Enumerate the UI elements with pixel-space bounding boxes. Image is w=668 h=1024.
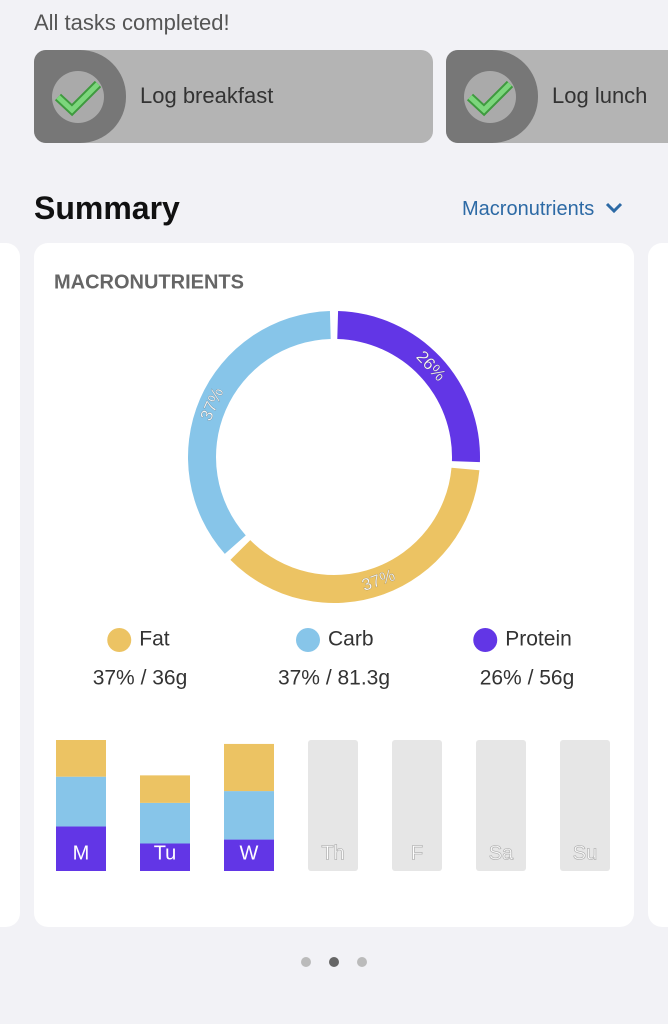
- legend-detail: 26% / 56g: [480, 667, 575, 690]
- page-dot[interactable]: [301, 957, 311, 967]
- bar-segment: [140, 843, 190, 871]
- task-knob: [446, 50, 538, 143]
- bar-segment: [224, 839, 274, 871]
- day-label: Th: [321, 842, 344, 864]
- page-dot[interactable]: [329, 957, 339, 967]
- day-label: Sa: [489, 842, 514, 864]
- task-knob: [34, 50, 126, 143]
- task-card[interactable]: Log breakfast: [34, 50, 433, 143]
- donut-segment: [230, 467, 480, 603]
- chart-title: MACRONUTRIENTS: [54, 271, 244, 293]
- summary-title: Summary: [34, 190, 180, 226]
- bar-segment: [224, 743, 274, 792]
- legend-label: Carb: [328, 628, 374, 651]
- bar-segment: [140, 775, 190, 803]
- check-icon: [464, 71, 516, 123]
- task-label: Log breakfast: [140, 83, 274, 108]
- bar-track: [560, 740, 610, 871]
- bar-segment: [56, 826, 106, 871]
- bar-segment: [140, 802, 190, 844]
- bar-track: [476, 740, 526, 871]
- donut-segment: [187, 311, 331, 554]
- day-label: Su: [573, 842, 597, 864]
- status-text: All tasks completed!: [34, 10, 230, 35]
- page-dot[interactable]: [357, 957, 367, 967]
- legend-label: Protein: [505, 628, 572, 651]
- task-card[interactable]: Log lunch: [446, 50, 668, 143]
- bar-track: [308, 740, 358, 871]
- task-label: Log lunch: [552, 83, 648, 108]
- day-label: W: [240, 842, 259, 864]
- legend-swatch: [473, 628, 498, 652]
- selector[interactable]: Macronutrients: [462, 198, 624, 221]
- legend-detail: 37% / 36g: [93, 667, 188, 690]
- bar-segment: [56, 776, 106, 827]
- legend-swatch: [107, 628, 132, 652]
- legend-swatch: [296, 628, 320, 652]
- next-card: [648, 243, 668, 927]
- donut-segment: [337, 311, 481, 463]
- bar-track: [392, 740, 442, 871]
- selector-label: Macronutrients: [462, 198, 595, 220]
- check-icon: [52, 71, 104, 123]
- day-label: M: [73, 842, 90, 864]
- day-label: F: [411, 842, 423, 864]
- legend-detail: 37% / 81.3g: [278, 667, 390, 690]
- bar-segment: [56, 740, 106, 777]
- legend-label: Fat: [139, 628, 170, 651]
- chevron: [605, 202, 622, 214]
- bar-segment: [224, 791, 274, 840]
- summary-card: MACRONUTRIENTS 26% 37% 37% Fat 37% / 36g Carb…: [34, 243, 634, 927]
- prev-card: [0, 243, 20, 927]
- day-label: Tu: [154, 842, 177, 864]
